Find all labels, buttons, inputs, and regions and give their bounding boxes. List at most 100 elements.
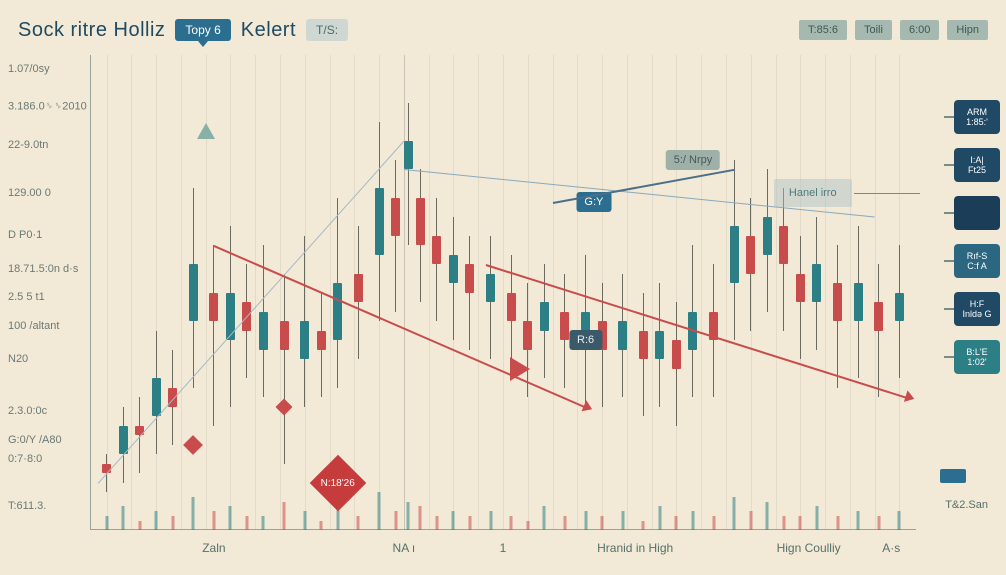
candle[interactable] (375, 55, 384, 530)
y-tick-label: G:0/Y /A80 (8, 434, 88, 446)
candle[interactable] (746, 55, 755, 530)
candle[interactable] (796, 55, 805, 530)
candle[interactable] (135, 55, 144, 530)
volume-bar (642, 521, 645, 531)
x-axis: ZalnNA ı1Hranid in HighHign CoulliyA·s (90, 535, 916, 565)
candle[interactable] (560, 55, 569, 530)
volume-bar (543, 506, 546, 530)
candle-body (404, 141, 413, 170)
candle-body (209, 293, 218, 322)
side-tag-line2: 1:02' (967, 357, 986, 367)
annotation-connector (854, 193, 920, 195)
candle[interactable] (618, 55, 627, 530)
header-btn-3[interactable]: Hipn (947, 20, 988, 40)
plot-area[interactable]: N:18'26G:Y5:/ NrpyR:6Hanel irro (90, 55, 916, 530)
candle[interactable] (763, 55, 772, 530)
indicator-title: Kelert (241, 19, 296, 42)
candle[interactable] (688, 55, 697, 530)
candle[interactable] (354, 55, 363, 530)
side-caption: T&2.San (945, 499, 988, 511)
candle[interactable] (280, 55, 289, 530)
secondary-badge[interactable]: T/S: (306, 19, 348, 41)
candle[interactable] (655, 55, 664, 530)
candle[interactable] (540, 55, 549, 530)
x-tick-label: A·s (882, 541, 900, 555)
candle[interactable] (465, 55, 474, 530)
price-callout[interactable]: R:6 (569, 330, 602, 350)
candle[interactable] (486, 55, 495, 530)
candle[interactable] (779, 55, 788, 530)
candle[interactable] (523, 55, 532, 530)
side-price-tag[interactable]: B:L'E1:02' (954, 340, 1000, 374)
candle-body (259, 312, 268, 350)
side-price-tag[interactable]: Rıf-SC:f A (954, 244, 1000, 278)
y-axis: 1.07/0sy3.186.0␠␠201022-9.0tn129.00 0D P… (8, 50, 88, 525)
candle-wick (469, 236, 470, 350)
candle-body (655, 331, 664, 360)
side-tag-tick-icon (944, 212, 954, 214)
price-callout[interactable]: 5:/ Nrpy (666, 150, 721, 170)
candle-body (746, 236, 755, 274)
side-tag-line1: I:A| (970, 155, 983, 165)
candle[interactable] (242, 55, 251, 530)
volume-bar (766, 502, 769, 531)
header-btn-1[interactable]: Toili (855, 20, 892, 40)
y-tick-label: 0:7·8:0 (8, 453, 88, 465)
side-small-block[interactable] (940, 469, 966, 483)
x-tick-label: Zaln (202, 541, 225, 555)
grid-vline (131, 55, 132, 530)
candle-body (833, 283, 842, 321)
candle[interactable] (730, 55, 739, 530)
volume-bar (782, 516, 785, 530)
candle[interactable] (639, 55, 648, 530)
candle[interactable] (102, 55, 111, 530)
candle[interactable] (300, 55, 309, 530)
candle[interactable] (581, 55, 590, 530)
candle[interactable] (833, 55, 842, 530)
x-tick-label: Hranid in High (597, 541, 673, 555)
candle[interactable] (709, 55, 718, 530)
side-price-tag[interactable]: ARM1:85:' (954, 100, 1000, 134)
side-price-tag[interactable]: H:FInldə G (954, 292, 1000, 326)
candle-body (449, 255, 458, 284)
candle[interactable] (404, 55, 413, 530)
candle[interactable] (391, 55, 400, 530)
volume-bar (489, 511, 492, 530)
candle-body (189, 264, 198, 321)
side-price-tag[interactable] (954, 196, 1000, 230)
candle[interactable] (672, 55, 681, 530)
candle[interactable] (507, 55, 516, 530)
candle-body (672, 340, 681, 369)
candle[interactable] (812, 55, 821, 530)
candle[interactable] (152, 55, 161, 530)
candle-wick (395, 160, 396, 312)
interval-badge[interactable]: Topy 6 (175, 19, 230, 41)
side-tag-line2: Ft25 (968, 165, 986, 175)
header-btn-0[interactable]: T:85:6 (799, 20, 847, 40)
volume-bar (245, 516, 248, 530)
candle[interactable] (874, 55, 883, 530)
annotation-box[interactable]: Hanel irro (774, 179, 852, 207)
candle[interactable] (449, 55, 458, 530)
candle[interactable] (598, 55, 607, 530)
candle-body (300, 321, 309, 359)
candle-body (639, 331, 648, 360)
grid-vline (181, 55, 182, 530)
candle[interactable] (416, 55, 425, 530)
candle-body (391, 198, 400, 236)
volume-bar (378, 492, 381, 530)
y-tick-label: 3.186.0␠␠2010 (8, 101, 88, 114)
candle[interactable] (432, 55, 441, 530)
side-price-tag[interactable]: I:A|Ft25 (954, 148, 1000, 182)
volume-bar (712, 516, 715, 530)
stock-chart-screen: Sock ritre Holliz Topy 6 Kelert T/S: T:8… (0, 0, 1006, 575)
candle-body (540, 302, 549, 331)
candle[interactable] (895, 55, 904, 530)
candle[interactable] (226, 55, 235, 530)
volume-bar (877, 516, 880, 530)
candle-body (465, 264, 474, 293)
header-btn-2[interactable]: 6:00 (900, 20, 939, 40)
candle[interactable] (854, 55, 863, 530)
volume-bar (563, 516, 566, 530)
candle[interactable] (168, 55, 177, 530)
